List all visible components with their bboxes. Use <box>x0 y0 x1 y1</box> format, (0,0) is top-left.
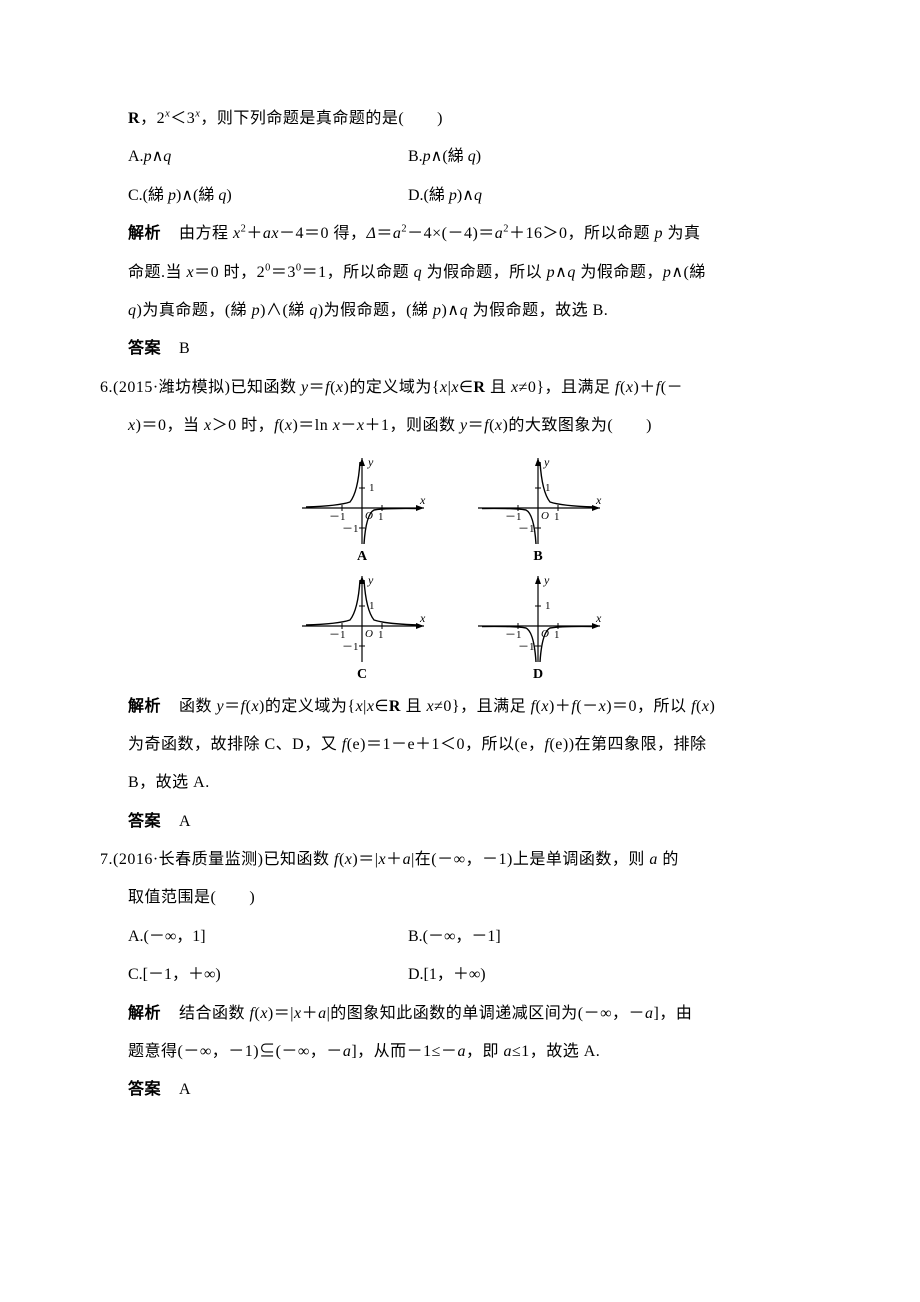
svg-text:－1: －1 <box>518 641 535 653</box>
q7-stem-l1: 7.(2016·长春质量监测)已知函数 f(x)＝|x＋a|在(－∞，－1)上是… <box>100 841 800 879</box>
plot-a: y x O 1 1 －1 －1 A <box>292 452 432 564</box>
q7-answer: 答案A <box>100 1071 800 1109</box>
plot-b: y x O 1 1 －1 －1 B <box>468 452 608 564</box>
q7-opt-d: D.[1，＋∞) <box>408 956 800 994</box>
svg-text:1: 1 <box>378 629 384 641</box>
svg-text:－1: －1 <box>518 523 535 535</box>
plot-d-svg: y x O 1 1 －1 －1 <box>468 570 608 666</box>
svg-text:－1: －1 <box>505 511 522 523</box>
svg-text:－1: －1 <box>329 511 346 523</box>
q7-solution-l1: 解析结合函数 f(x)＝|x＋a|的图象知此函数的单调递减区间为(－∞，－a]，… <box>100 995 800 1033</box>
q7-solution-l2: 题意得(－∞，－1)⊆(－∞，－a]，从而－1≤－a，即 a≤1，故选 A. <box>100 1033 800 1071</box>
svg-text:－1: －1 <box>342 641 359 653</box>
q5-opt-a: A.p∧q <box>128 138 408 176</box>
q6-stem-l1: 6.(2015·潍坊模拟)已知函数 y＝f(x)的定义域为{x|x∈R 且 x≠… <box>100 369 800 407</box>
q5-opt-c: C.(綈 p)∧(綈 q) <box>128 177 408 215</box>
q6-answer: 答案A <box>100 803 800 841</box>
plot-c-svg: y x O 1 1 －1 －1 <box>292 570 432 666</box>
plot-d-label: D <box>533 668 543 682</box>
q6-stem-l2: x)＝0，当 x＞0 时，f(x)＝ln x－x＋1，则函数 y＝f(x)的大致… <box>100 407 800 445</box>
svg-text:1: 1 <box>369 482 375 494</box>
q6-solution-l1: 解析函数 y＝f(x)的定义域为{x|x∈R 且 x≠0}，且满足 f(x)＋f… <box>100 688 800 726</box>
q6-solution-l2: 为奇函数，故排除 C、D，又 f(e)＝1－e＋1＜0，所以(e，f(e))在第… <box>100 726 800 764</box>
svg-text:O: O <box>365 628 373 640</box>
svg-text:x: x <box>595 611 602 625</box>
svg-text:O: O <box>541 510 549 522</box>
q5-opt-d: D.(綈 p)∧q <box>408 177 800 215</box>
svg-text:1: 1 <box>545 600 551 612</box>
svg-text:y: y <box>543 455 550 469</box>
svg-text:－1: －1 <box>342 523 359 535</box>
svg-text:y: y <box>543 573 550 587</box>
svg-text:x: x <box>419 493 426 507</box>
page-content: R，2x＜3x，则下列命题是真命题的是( ) A.p∧q B.p∧(綈 q) C… <box>0 0 920 1170</box>
q7-options-row2: C.[－1，＋∞) D.[1，＋∞) <box>100 956 800 994</box>
q5-solution-l2: 命题.当 x＝0 时，20＝30＝1，所以命题 q 为假命题，所以 p∧q 为假… <box>100 254 800 292</box>
q6-figure-row2: y x O 1 1 －1 －1 C <box>292 570 608 682</box>
plot-d: y x O 1 1 －1 －1 D <box>468 570 608 682</box>
q7-opt-b: B.(－∞，－1] <box>408 918 800 956</box>
svg-text:－1: －1 <box>329 629 346 641</box>
q7-opt-c: C.[－1，＋∞) <box>128 956 408 994</box>
plot-a-svg: y x O 1 1 －1 －1 <box>292 452 432 548</box>
svg-text:－1: －1 <box>505 629 522 641</box>
svg-text:1: 1 <box>545 482 551 494</box>
q7-stem-l2: 取值范围是( ) <box>100 879 800 917</box>
svg-text:y: y <box>367 573 374 587</box>
svg-text:1: 1 <box>554 629 560 641</box>
q5-solution-l1: 解析由方程 x2＋ax－4＝0 得，Δ＝a2－4×(－4)＝a2＋16＞0，所以… <box>100 215 800 253</box>
plot-b-label: B <box>533 550 542 564</box>
svg-text:1: 1 <box>378 511 384 523</box>
svg-text:x: x <box>419 611 426 625</box>
plot-b-svg: y x O 1 1 －1 －1 <box>468 452 608 548</box>
q5-answer: 答案B <box>100 330 800 368</box>
svg-text:y: y <box>367 455 374 469</box>
q6-figure-row1: y x O 1 1 －1 －1 A <box>292 452 608 564</box>
q5-options-row2: C.(綈 p)∧(綈 q) D.(綈 p)∧q <box>100 177 800 215</box>
svg-text:x: x <box>595 493 602 507</box>
q5-opt-b: B.p∧(綈 q) <box>408 138 800 176</box>
svg-text:1: 1 <box>369 600 375 612</box>
plot-c: y x O 1 1 －1 －1 C <box>292 570 432 682</box>
q6-figure-block: y x O 1 1 －1 －1 A <box>100 452 800 682</box>
plot-c-label: C <box>357 668 367 682</box>
plot-a-label: A <box>357 550 367 564</box>
q6-solution-l3: B，故选 A. <box>100 764 800 802</box>
q5-options-row1: A.p∧q B.p∧(綈 q) <box>100 138 800 176</box>
q7-options-row1: A.(－∞，1] B.(－∞，－1] <box>100 918 800 956</box>
q5-solution-l3: q)为真命题，(綈 p)∧(綈 q)为假命题，(綈 p)∧q 为假命题，故选 B… <box>100 292 800 330</box>
q5-continuation: R，2x＜3x，则下列命题是真命题的是( ) <box>100 100 800 138</box>
q7-opt-a: A.(－∞，1] <box>128 918 408 956</box>
svg-text:1: 1 <box>554 511 560 523</box>
